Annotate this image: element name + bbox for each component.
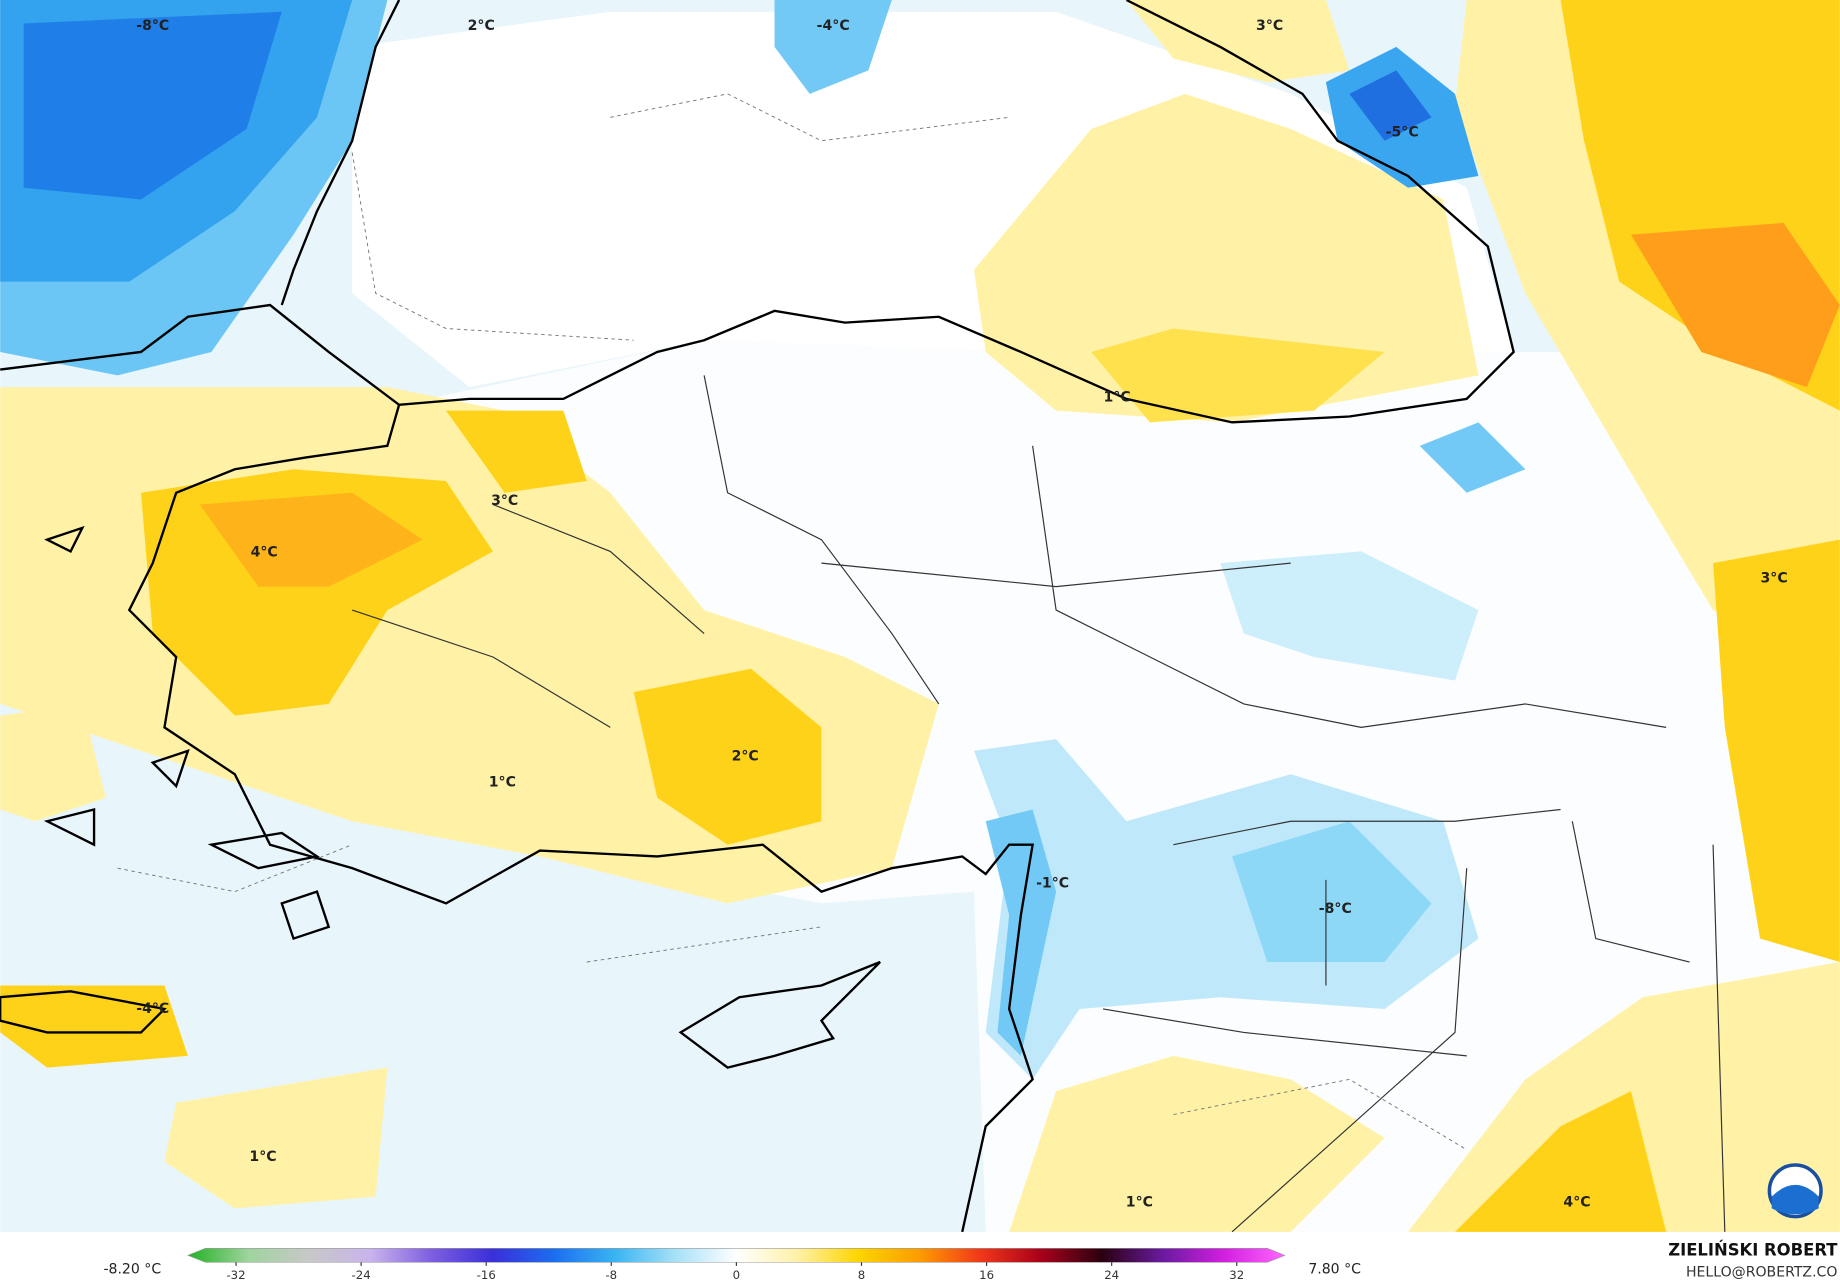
colorbar-tick-label: -32 [226,1268,245,1282]
colorbar-tick-label: -8 [605,1268,617,1282]
colorbar-tick-label: 32 [1229,1268,1244,1282]
credit-name: ZIELIŃSKI ROBERT [1668,1240,1838,1259]
colorbar-tick-label: 8 [858,1268,865,1282]
temperature-label: 1°C [249,1149,276,1165]
temperature-label: 2°C [468,18,495,34]
temperature-label: 3°C [1761,570,1788,586]
temperature-label: -1°C [1036,875,1069,891]
credit-email: HELLO@ROBERTZ.CO [1686,1264,1837,1280]
temperature-label: -4°C [817,18,850,34]
map-field [0,0,1840,1232]
temperature-label: 3°C [491,493,518,509]
colorbar: -32 -24 -16 -8 0 8 16 24 32 -8.20 °C 7.80 °C [103,1247,1361,1282]
colorbar-min: -8.20 °C [103,1261,161,1277]
temperature-label: 3°C [1256,18,1283,34]
coastlines [0,0,1515,1233]
borders [351,375,1726,1233]
temperature-label: 1°C [1104,390,1131,406]
temperature-label: 1°C [1126,1195,1153,1211]
colorbar-tick-label: 0 [733,1268,740,1282]
temperature-label: -5°C [1386,125,1419,141]
colorbar-tick-label: 24 [1104,1268,1119,1282]
temperature-label: -4°C [136,1001,169,1017]
colorbar-bar [187,1247,1286,1263]
temperature-label: -8°C [1319,901,1352,917]
colorbar-tick-label: -24 [352,1268,371,1282]
temperature-label: -8°C [136,18,169,34]
temperature-label: 1°C [489,775,516,791]
temperature-label: 4°C [1563,1195,1590,1211]
temperature-label: 2°C [732,749,759,765]
colorbar-max: 7.80 °C [1308,1261,1361,1277]
noaa-logo [1767,1163,1823,1219]
map-labels: -8°C 2°C -4°C 3°C -5°C 1°C 3°C 4°C 3°C 2°C 1°C -1°C… [136,18,1787,1211]
colorbar-tick-label: 16 [979,1268,994,1282]
colorbar-tick-label: -16 [477,1268,496,1282]
temperature-label: 4°C [251,545,278,561]
